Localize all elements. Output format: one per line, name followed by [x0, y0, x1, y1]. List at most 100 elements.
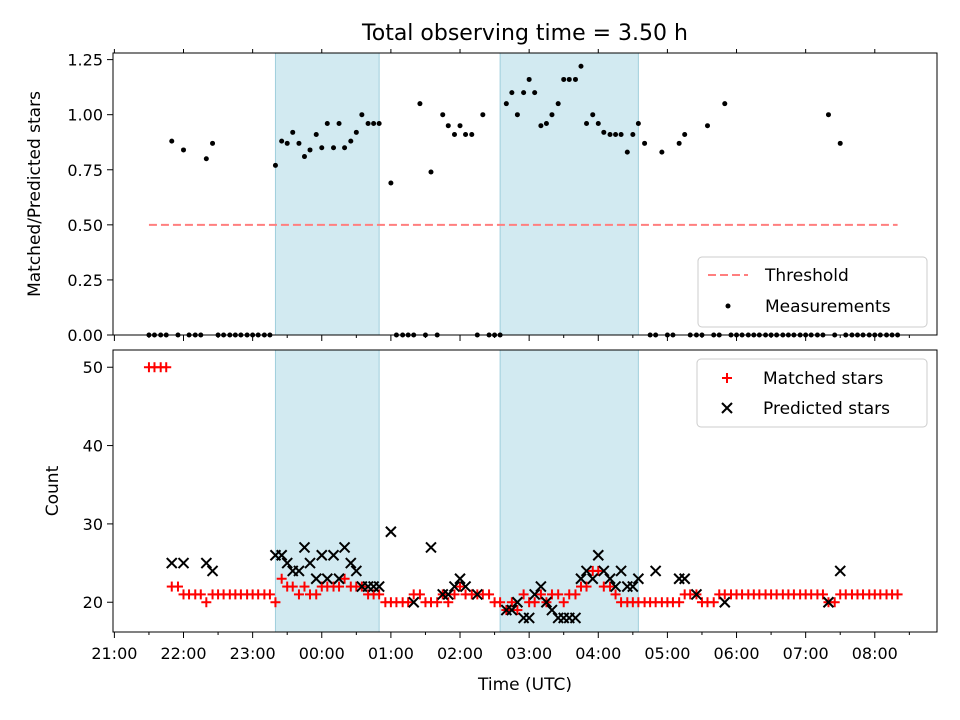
bottom-series-1-point-36 — [523, 612, 535, 624]
top-series-0-point-24 — [284, 140, 290, 146]
top-series-0-point-35 — [348, 138, 354, 144]
x-tick-label-8: 05:00 — [644, 644, 690, 663]
top-series-0-point-119 — [837, 140, 843, 146]
top-series-0-point-75 — [584, 121, 590, 126]
top-series-0-point-84 — [635, 121, 641, 126]
bottom-y-ticks: 20 30 40 50 — [83, 358, 113, 612]
bottom-series-0-point-67 — [529, 597, 540, 608]
x-tick-label-10: 07:00 — [783, 644, 829, 663]
top-series-0-point-53 — [457, 123, 463, 129]
bottom-series-1-point-0 — [166, 557, 178, 569]
bottom-series-1-point-39 — [540, 596, 553, 608]
bottom-series-1-point-15 — [333, 573, 345, 585]
top-series-0-point-51 — [445, 123, 451, 129]
bottom-axes-frame — [112, 349, 938, 633]
bottom-series-1-point-23 — [385, 526, 397, 538]
bottom-series-1-point-40 — [546, 604, 558, 616]
top-legend-box — [697, 256, 928, 328]
top-series-0-point-80 — [613, 132, 619, 138]
predicted-stars-legend-swatch — [721, 402, 733, 414]
bottom-series-0-point-68 — [535, 589, 546, 600]
top-series-0-point-99 — [722, 101, 728, 107]
top-series-0-point-81 — [618, 132, 624, 138]
x-tick-label-11: 08:00 — [852, 644, 898, 663]
bottom-series-1-point-33 — [506, 604, 518, 616]
top-y-ticks: 0.00 0.25 0.50 0.75 1.00 1.25 — [67, 51, 113, 345]
top-shaded-interval-0 — [274, 52, 380, 336]
top-series-0-point-73 — [572, 76, 578, 82]
bottom-series-0-point-74 — [570, 589, 581, 600]
bottom-series-1-point-61 — [822, 596, 835, 608]
bottom-series-0-point-54 — [455, 581, 466, 592]
top-series-0-point-76 — [590, 112, 596, 118]
bottom-series-1-point-58 — [678, 573, 691, 585]
bottom-series-1-point-55 — [632, 573, 645, 585]
top-series-0-point-25 — [290, 129, 296, 135]
bottom-series-1-point-30 — [459, 580, 472, 593]
top-series-0-point-36 — [353, 129, 359, 135]
top-series-0-point-54 — [463, 132, 469, 138]
top-shaded-interval-1 — [499, 52, 639, 336]
bottom-legend: Matched stars Predicted stars — [696, 358, 928, 428]
bottom-series-1-point-27 — [442, 588, 454, 601]
star-count-points — [143, 362, 903, 624]
bottom-series-0-point-72 — [558, 597, 569, 608]
bottom-series-0-point-33 — [334, 581, 345, 592]
bottom-series-1-point-48 — [592, 549, 604, 561]
bottom-series-0-point-63 — [506, 597, 517, 608]
bottom-series-1-point-31 — [471, 588, 484, 601]
bottom-series-0-point-22 — [270, 597, 281, 608]
top-series-0-point-32 — [331, 145, 337, 151]
bottom-series-0-point-10 — [201, 597, 212, 608]
bottom-series-0-point-3 — [161, 362, 172, 373]
top-series-0-point-11 — [210, 140, 216, 146]
top-series-0-point-57 — [480, 112, 486, 118]
bottom-series-0-point-29 — [311, 589, 322, 600]
top-series-0-point-31 — [324, 121, 330, 126]
bottom-series-1-point-50 — [604, 573, 616, 585]
top-axes-frame — [112, 52, 938, 336]
top-series-0-point-30 — [319, 145, 325, 151]
bottom-series-0-point-119 — [829, 597, 840, 608]
top-y-tick-label-5: 1.25 — [67, 51, 103, 70]
bottom-series-1-point-51 — [609, 580, 622, 593]
bottom-series-1-point-38 — [535, 580, 547, 593]
bottom-series-1-point-16 — [338, 541, 351, 554]
top-series-0-point-82 — [624, 149, 630, 155]
bottom-series-0-point-130 — [892, 589, 903, 600]
bottom-series-0-point-98 — [708, 597, 719, 608]
bottom-x-ticks: 21:00 22:00 23:00 00:00 01:00 02:00 03:00 04:00… — [91, 632, 910, 663]
bottom-series-0-point-40 — [374, 589, 385, 600]
bottom-series-1-point-28 — [448, 580, 461, 593]
bottom-series-0-point-65 — [518, 589, 529, 600]
top-legend: Threshold Measurements — [697, 256, 928, 328]
top-y-axis-label: Matched/Predicted stars — [25, 91, 45, 297]
bottom-series-1-point-29 — [454, 573, 466, 585]
bottom-series-1-point-8 — [293, 565, 305, 577]
bottom-series-1-point-24 — [407, 596, 420, 608]
x-axis-label: Time (UTC) — [477, 675, 572, 695]
top-series-0-point-78 — [601, 129, 607, 135]
bottom-series-1-point-47 — [587, 573, 599, 585]
top-series-0-point-22 — [272, 162, 278, 168]
predicted-stars-legend-label: Predicted stars — [763, 399, 890, 419]
bottom-series-0-point-27 — [299, 581, 310, 592]
bottom-series-1-point-6 — [281, 557, 293, 569]
x-tick-label-3: 00:00 — [299, 644, 345, 663]
top-series-0-point-67 — [538, 123, 544, 129]
bottom-series-0-point-59 — [484, 589, 495, 600]
bottom-legend-box — [696, 358, 928, 428]
bottom-series-0-point-71 — [553, 589, 564, 600]
bottom-series-0-point-9 — [195, 589, 206, 600]
bottom-series-1-point-59 — [690, 588, 703, 601]
bottom-series-0-point-52 — [443, 597, 454, 608]
x-tick-label-6: 03:00 — [506, 644, 552, 663]
bottom-series-1-point-2 — [200, 557, 213, 569]
bottom-series-1-point-14 — [327, 549, 340, 561]
bottom-series-0-point-23 — [276, 573, 287, 584]
top-series-0-point-4 — [169, 138, 175, 144]
bottom-series-0-point-26 — [293, 589, 304, 600]
top-panel: 0.00 0.25 0.50 0.75 1.00 1.25 Total observing… — [25, 21, 938, 345]
top-chart-title: Total observing time = 3.50 h — [361, 21, 688, 46]
